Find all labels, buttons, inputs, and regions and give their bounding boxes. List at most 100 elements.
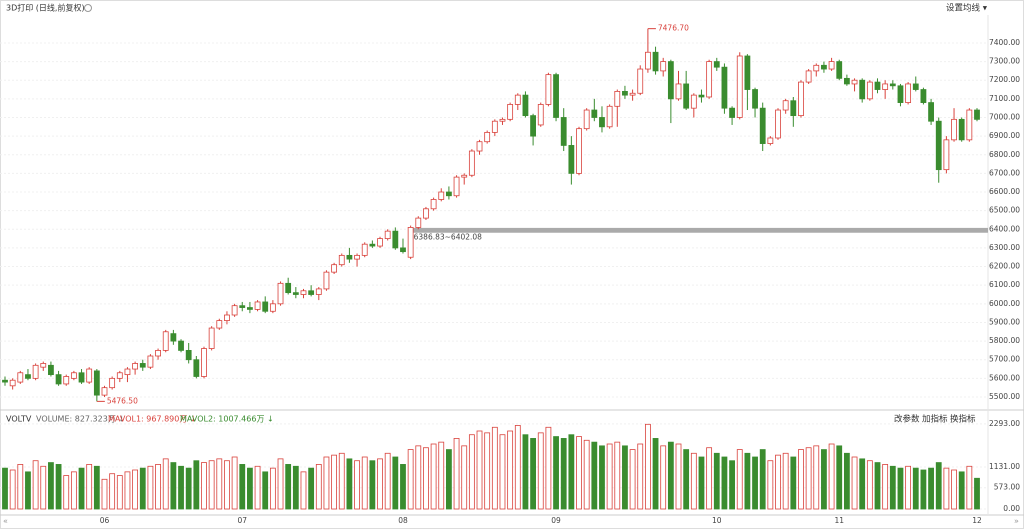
candle-body — [155, 350, 161, 357]
candle-body — [354, 254, 360, 260]
candle-body — [55, 374, 62, 385]
candle-body — [63, 376, 70, 385]
indicator-button[interactable]: 加指标 — [922, 414, 948, 425]
volume-bar — [874, 462, 881, 510]
x-tick-label: 06 — [100, 516, 110, 525]
candle-body — [622, 90, 628, 96]
volume-bar — [912, 467, 919, 510]
candle-body — [958, 118, 965, 141]
volume-bar — [935, 462, 942, 510]
candle-body — [614, 90, 621, 107]
volume-bar — [285, 464, 292, 510]
volume-bar — [9, 469, 16, 510]
candle-body — [185, 350, 192, 361]
volume-bar — [882, 464, 889, 510]
y-tick-label: 6600.00 — [989, 187, 1020, 196]
settings-icon[interactable] — [84, 4, 92, 12]
volume-bar — [928, 467, 934, 510]
volume-bar — [377, 458, 383, 510]
volume-bar — [821, 449, 827, 510]
candle-body — [568, 145, 575, 174]
volume-bar — [951, 469, 957, 510]
y-tick-label: 5700.00 — [989, 355, 1020, 364]
y-tick-label: 1131.00 — [989, 462, 1020, 471]
volume-bar — [139, 467, 146, 510]
candle-body — [591, 109, 598, 118]
volume-bar — [767, 460, 774, 510]
range-band — [410, 227, 988, 233]
volume-bar — [966, 465, 973, 510]
volume-bar — [599, 445, 605, 510]
candle-body — [147, 355, 154, 368]
volume-bar — [568, 434, 575, 510]
volume-bar — [109, 473, 116, 510]
range-band-label: 6386.83~6402.08 — [414, 233, 483, 242]
scroll-left[interactable]: « — [3, 517, 8, 526]
volume-bar — [331, 454, 338, 510]
scroll-right[interactable]: » — [1014, 517, 1019, 526]
candle-body — [453, 176, 460, 197]
volume-bar — [346, 458, 353, 510]
x-tick-label: 09 — [551, 516, 561, 525]
volume-bar — [170, 462, 177, 510]
candle-body — [9, 379, 16, 387]
candle-body — [461, 174, 468, 178]
candle-body — [560, 117, 567, 146]
volume-bar — [522, 434, 529, 510]
volume-bar — [308, 467, 315, 510]
volume-bar — [361, 456, 368, 510]
volume-bar — [476, 430, 483, 510]
candle-body — [208, 327, 215, 349]
volume-bar — [530, 438, 536, 510]
candle-body — [78, 372, 85, 383]
volume-bar — [392, 456, 399, 510]
candle-body — [70, 372, 77, 379]
volume-bar — [430, 443, 437, 510]
volume-bar — [736, 449, 743, 510]
x-tick-label: 07 — [237, 516, 247, 525]
volume-bar — [55, 464, 62, 510]
indicator-button[interactable]: 改参数 — [894, 414, 920, 425]
volume-bar — [17, 464, 24, 510]
indicator-button[interactable]: 换指标 — [950, 414, 976, 425]
candle-body — [935, 120, 942, 171]
volume-text: VOLUME: 827.323万 ↓ — [36, 415, 125, 424]
candle-body — [759, 107, 766, 144]
volume-bar — [805, 447, 812, 510]
volume-bar — [323, 456, 330, 510]
volume-bar — [644, 423, 651, 510]
candle-body — [162, 331, 169, 351]
ma-settings-button[interactable]: 设置均线 ▾ — [946, 3, 988, 14]
volume-bar — [698, 456, 705, 510]
volume-bar — [782, 452, 789, 510]
candle-body — [667, 61, 674, 100]
candle-body — [384, 230, 391, 240]
candle-body — [706, 61, 713, 98]
candle-body — [874, 81, 881, 90]
candle-body — [576, 128, 582, 174]
volume-bar — [828, 443, 835, 510]
volume-bar — [943, 467, 950, 510]
candle-body — [491, 120, 498, 133]
candle-body — [805, 70, 812, 83]
candle-body — [652, 51, 659, 72]
volume-bar — [507, 430, 514, 510]
candle-body — [40, 363, 47, 368]
volume-bar — [70, 471, 77, 510]
candle-body — [109, 377, 116, 389]
candle-body — [713, 61, 720, 68]
candle-body — [423, 208, 429, 219]
y-tick-label: 7400.00 — [989, 38, 1020, 47]
candle-body — [683, 83, 690, 109]
peak-annotation: 7476.70 — [658, 24, 689, 33]
candle-body — [553, 74, 559, 118]
candle-body — [170, 333, 177, 342]
volume-bar — [683, 449, 690, 510]
volume-bar — [545, 426, 552, 510]
mavol2-text: MAVOL2: 1007.466万 ↓ — [180, 415, 274, 424]
candle-body — [224, 314, 230, 321]
y-tick-label: 2293.00 — [989, 419, 1020, 428]
volume-bar — [116, 475, 123, 510]
mavol1-text: MAVOL1: 967.890万 ↓ — [108, 415, 197, 424]
